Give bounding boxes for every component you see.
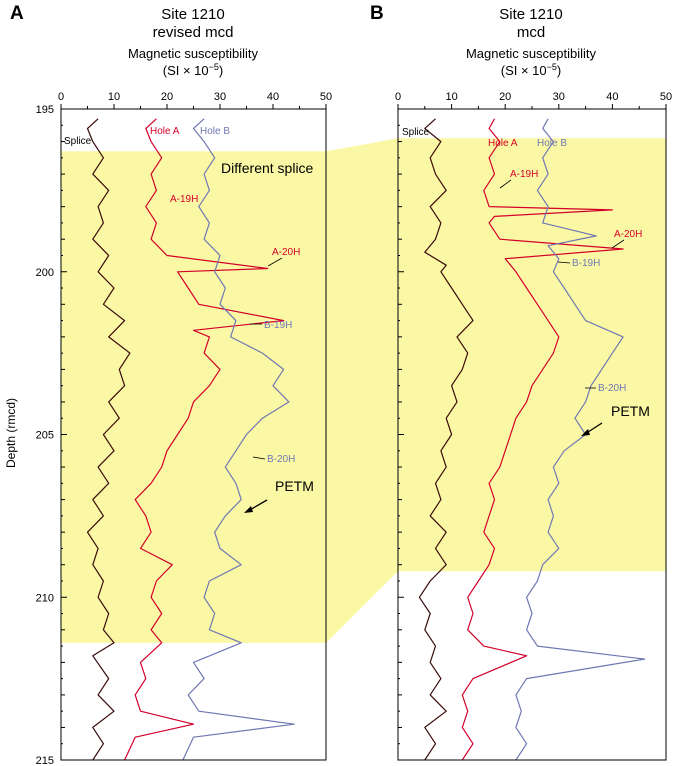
panel-b-title-line1: Site 1210 xyxy=(499,6,562,23)
series-hole-b-line xyxy=(515,118,646,761)
panel-b-axis-title-line2: (SI × 10−5) xyxy=(501,62,562,78)
panel-a-petm-arrowhead xyxy=(244,506,253,513)
panel-a-core-a19h-label: A-19H xyxy=(170,194,198,205)
x-tick-label: 20 xyxy=(161,91,173,103)
panel-a-letter: A xyxy=(10,3,24,24)
x-tick-label: 10 xyxy=(108,91,120,103)
panel-a-axis-exponent: −5 xyxy=(209,62,219,72)
x-tick-label: 10 xyxy=(445,91,457,103)
panel-a-axis-units: (SI × 10 xyxy=(163,63,209,78)
panel-b-axis-exponent: −5 xyxy=(547,62,557,72)
panel-b-axis-units: (SI × 10 xyxy=(501,63,547,78)
panel-b-highlight xyxy=(398,138,666,572)
panel-a-frame xyxy=(60,108,327,761)
panel-b-hole-a-label: Hole A xyxy=(488,138,518,149)
series-splice-line xyxy=(86,118,131,761)
panel-b-splice-label: Splice xyxy=(402,127,430,138)
x-tick-label: 20 xyxy=(499,91,511,103)
panel-b-series xyxy=(418,118,646,761)
panel-a-title-line1: Site 1210 xyxy=(161,6,224,23)
panel-b-core-a20h-label: A-20H xyxy=(614,229,642,240)
panel-b-letter: B xyxy=(370,3,384,24)
panel-b-axis-close: ) xyxy=(557,63,561,78)
panel-a-core-a20h-arrow xyxy=(267,257,283,267)
panel-a-axis-title-line1: Magnetic susceptibility xyxy=(128,46,259,61)
panel-b-petm-label: PETM xyxy=(611,403,650,419)
x-tick-label: 50 xyxy=(320,91,332,103)
x-tick-label: 30 xyxy=(214,91,226,103)
panel-a-core-b20h-label: B-20H xyxy=(267,454,295,465)
panel-a-axis-title-line2: (SI × 10−5) xyxy=(163,62,224,78)
y-tick-label: 200 xyxy=(36,267,54,279)
panel-b-hole-b-label: Hole B xyxy=(537,138,567,149)
y-tick-label: 195 xyxy=(36,104,54,116)
panel-a-highlight xyxy=(61,151,326,643)
y-axis-tick-labels: 195 200 205 210 215 xyxy=(36,104,54,766)
panel-a-hole-b-label: Hole B xyxy=(200,126,230,137)
panel-a-petm-label: PETM xyxy=(275,478,314,494)
panel-a-axis-close: ) xyxy=(219,63,223,78)
x-tick-label: 40 xyxy=(606,91,618,103)
y-axis-label: Depth (rmcd) xyxy=(4,398,18,468)
panel-a-core-b19h-label: B-19H xyxy=(264,320,292,331)
series-hole-a-line xyxy=(461,118,624,761)
y-tick-label: 205 xyxy=(36,430,54,442)
x-tick-label: 50 xyxy=(660,91,672,103)
series-splice-line xyxy=(418,118,474,761)
series-hole-b-line xyxy=(182,118,295,761)
panel-a-different-splice-label: Different splice xyxy=(221,160,314,176)
panel-a-hole-a-label: Hole A xyxy=(150,126,180,137)
panel-b-core-a20h-arrow xyxy=(611,239,625,249)
panel-b: B Site 1210 mcd Magnetic susceptibility … xyxy=(370,3,672,761)
y-tick-label: 210 xyxy=(36,592,54,604)
panel-a-core-a20h-label: A-20H xyxy=(272,247,300,258)
panel-b-core-b20h-label: B-20H xyxy=(598,383,626,394)
panel-a-series xyxy=(86,118,295,761)
x-tick-label: 40 xyxy=(267,91,279,103)
panel-a: A Site 1210 revised mcd Magnetic suscept… xyxy=(10,3,332,761)
x-tick-label: 0 xyxy=(58,91,64,103)
panel-b-axis-title-line1: Magnetic susceptibility xyxy=(466,46,597,61)
panel-a-title-line2: revised mcd xyxy=(153,24,234,41)
y-tick-label: 215 xyxy=(36,755,54,766)
panel-b-frame xyxy=(397,108,667,761)
panel-b-title-line2: mcd xyxy=(517,24,545,41)
panel-b-petm-arrowhead xyxy=(581,429,590,436)
x-tick-label: 0 xyxy=(395,91,401,103)
x-tick-label: 30 xyxy=(553,91,565,103)
series-hole-a-line xyxy=(124,118,285,761)
panel-b-core-a19h-arrow xyxy=(499,179,512,189)
highlight-connector-band xyxy=(326,138,398,643)
panel-a-splice-label: Splice xyxy=(64,136,92,147)
panel-b-core-a19h-label: A-19H xyxy=(510,169,538,180)
panel-b-core-b19h-arrow xyxy=(557,261,571,264)
panel-a-core-b20h-arrow xyxy=(252,456,266,460)
panel-b-core-b19h-label: B-19H xyxy=(572,258,600,269)
